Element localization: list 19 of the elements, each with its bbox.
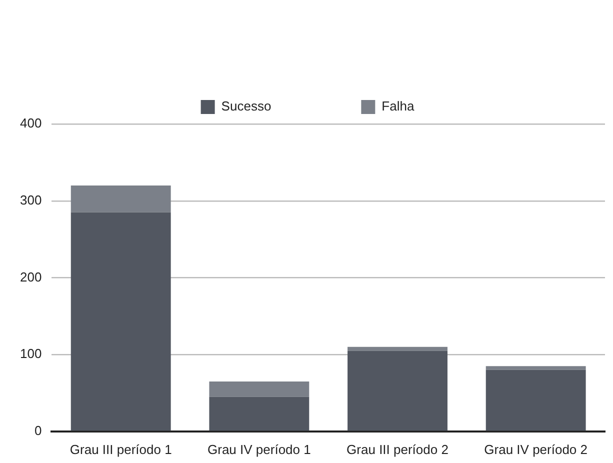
x-tick-label: Grau III período 1 — [70, 442, 172, 457]
legend-label: Falha — [382, 98, 415, 114]
bar — [70, 185, 171, 212]
bar — [209, 396, 310, 431]
bar — [209, 381, 310, 397]
y-tick-label: 400 — [20, 116, 42, 131]
legend-label: Sucesso — [221, 98, 272, 114]
y-tick-label: 300 — [20, 192, 42, 208]
y-tick-label: 100 — [20, 346, 42, 362]
y-tick-label: 0 — [34, 422, 42, 438]
bar — [486, 370, 586, 431]
x-tick-label: Grau IV período 1 — [208, 442, 311, 457]
bar — [348, 346, 448, 351]
bar — [348, 350, 448, 431]
x-tick-label: Grau IV período 2 — [484, 442, 588, 457]
y-tick-label: 200 — [20, 269, 42, 284]
bar — [486, 366, 586, 370]
x-tick-label: Grau III período 2 — [346, 442, 448, 457]
bar — [70, 212, 171, 431]
